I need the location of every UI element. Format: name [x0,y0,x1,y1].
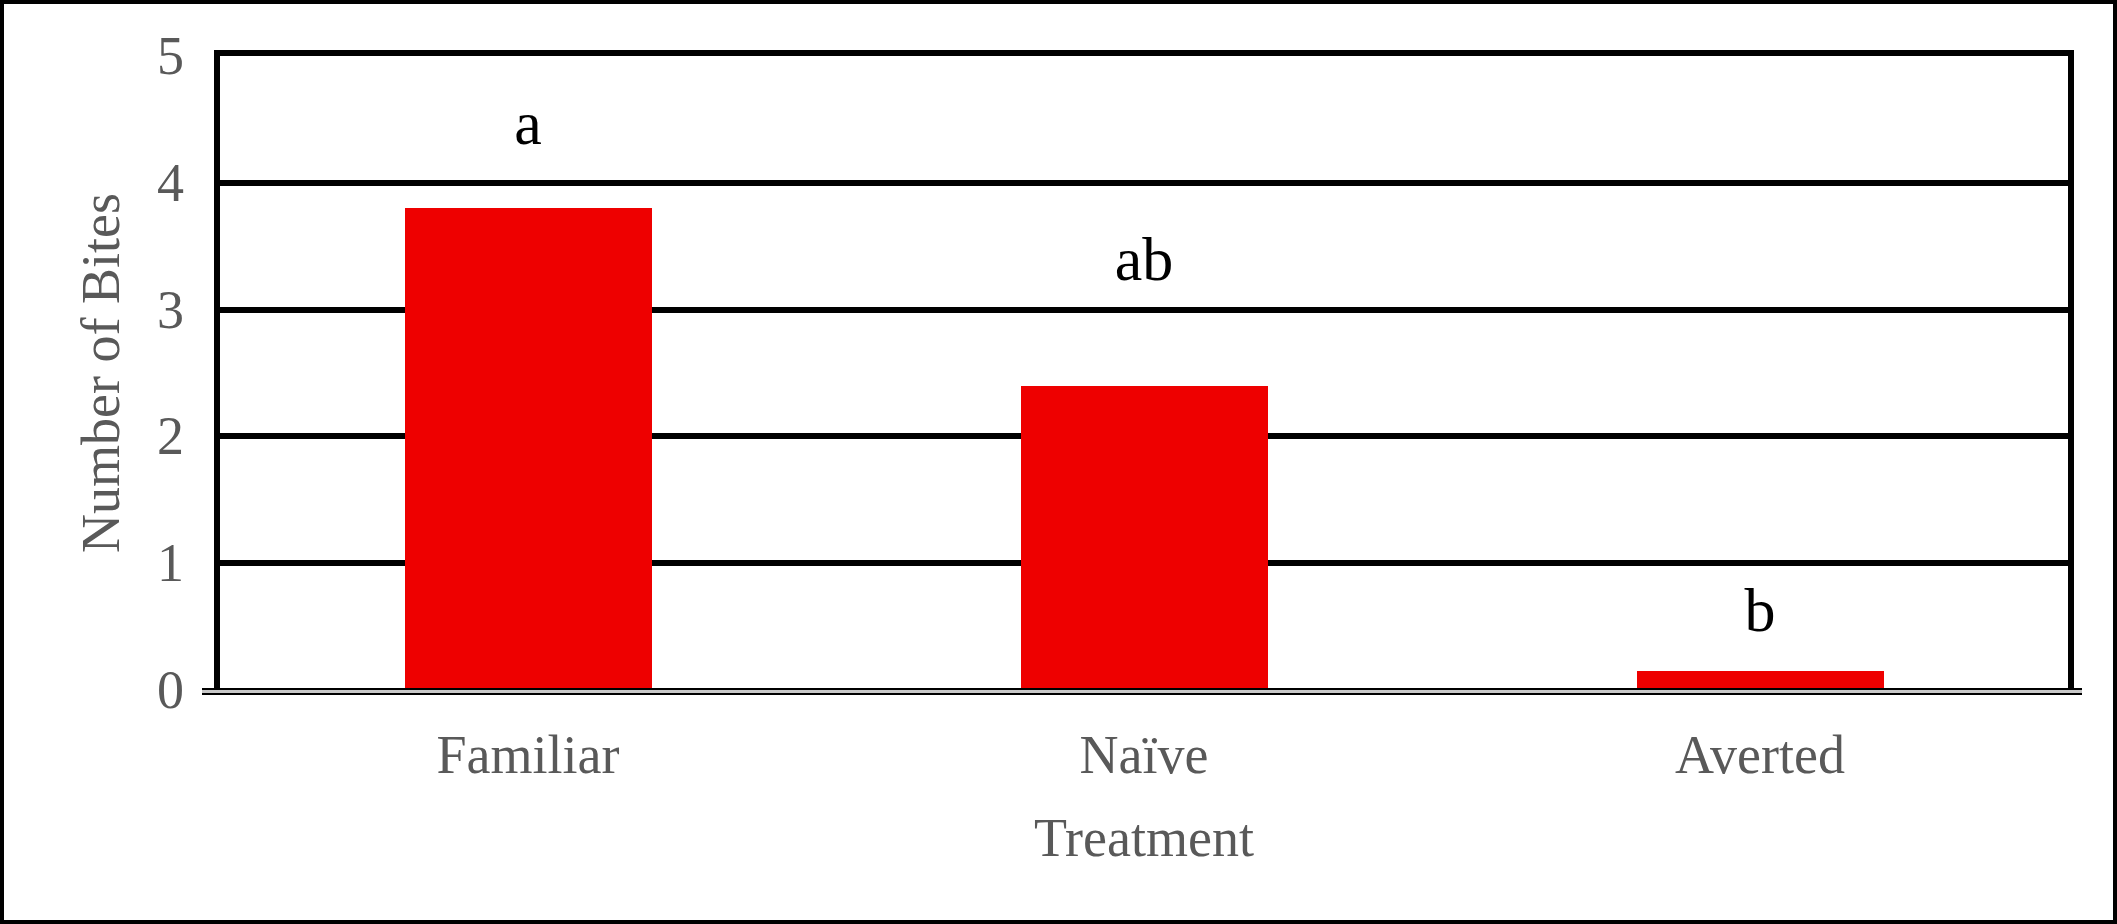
x-axis-baseline [202,688,2082,695]
x-tick-label-familiar: Familiar [318,718,738,792]
chart-canvas: Number of Bites 012345 FamiliarNaïveAver… [0,0,2117,924]
baseline-lower-line [202,693,2082,695]
bar-familiar [405,208,652,690]
y-tick-label-5: 5 [54,19,184,93]
significance-letter-ab: ab [1024,219,1264,299]
y-tick-label-1: 1 [54,526,184,600]
x-tick-label-nave: Naïve [934,718,1354,792]
significance-letter-a: a [408,83,648,163]
y-tick-label-0: 0 [54,653,184,727]
y-tick-label-4: 4 [54,146,184,220]
significance-letter-b: b [1640,570,1880,650]
gridline-y4 [214,180,2074,186]
y-tick-label-3: 3 [54,273,184,347]
x-tick-label-averted: Averted [1550,718,1970,792]
y-tick-label-2: 2 [54,399,184,473]
x-axis-title: Treatment [844,801,1444,875]
bar-nave [1021,386,1268,690]
